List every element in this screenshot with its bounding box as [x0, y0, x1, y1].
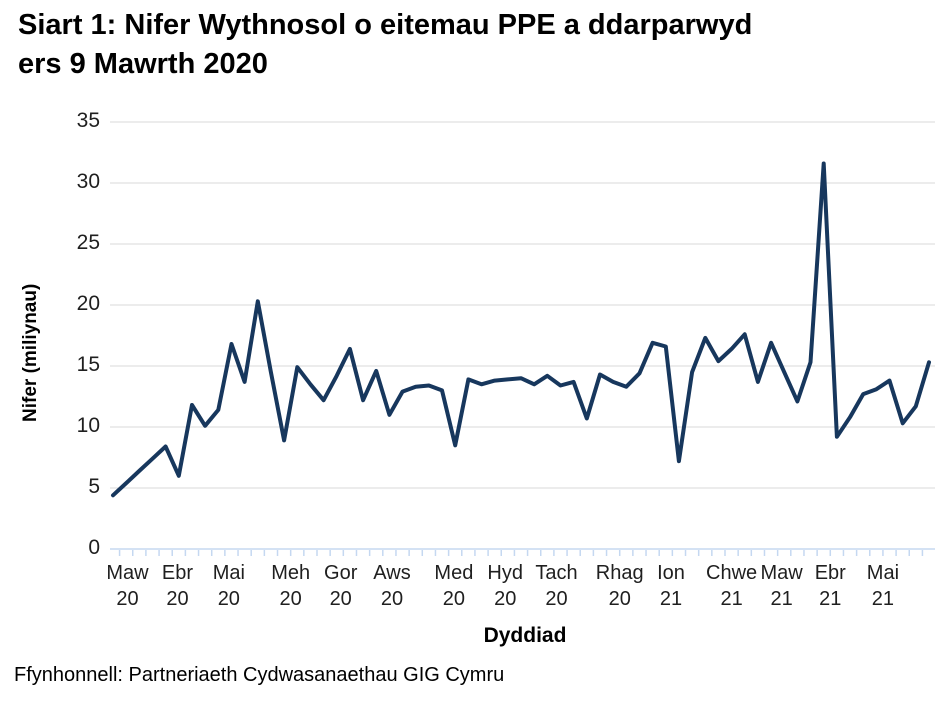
x-tick-year: 21 — [720, 588, 743, 610]
x-tick-month: Ebr — [814, 562, 846, 584]
x-tick-year: 21 — [871, 588, 895, 610]
y-tick-label: 10 — [76, 414, 100, 437]
y-tick-label: 0 — [88, 536, 100, 559]
x-tick-month: Meh — [271, 562, 311, 584]
x-tick-label: Maw 20 — [89, 560, 165, 612]
x-tick-year: 20 — [494, 588, 517, 610]
x-tick-month: Mai — [866, 562, 900, 584]
x-tick-month: Med — [434, 562, 474, 584]
x-tick-label: Chwe 21 — [694, 560, 770, 612]
data-series-line — [111, 161, 931, 498]
x-tick-month: Ebr — [161, 562, 194, 584]
x-tick-label: Med 20 — [416, 560, 492, 612]
x-tick-month: Hyd — [487, 562, 523, 584]
x-tick-month: Chwe — [706, 562, 758, 584]
x-tick-year: 20 — [442, 588, 465, 610]
x-tick-month: Tach — [535, 562, 578, 584]
source-note: Ffynhonnell: Partneriaeth Cydwasanaethau… — [14, 664, 505, 686]
x-tick-month: Rhag — [595, 562, 644, 584]
chart-title: Siart 1: Nifer Wythnosol o eitemau PPE a… — [18, 6, 752, 84]
chart-title-line2: ers 9 Mawrth 2020 — [18, 48, 268, 80]
x-tick-label: Mai 20 — [191, 560, 267, 612]
x-tick-year: 20 — [279, 588, 302, 610]
y-tick-label: 20 — [76, 292, 100, 315]
y-tick-label: 25 — [76, 231, 100, 254]
x-tick-year: 20 — [166, 588, 189, 610]
chart-title-line1: Siart 1: Nifer Wythnosol o eitemau PPE a… — [18, 9, 753, 41]
x-tick-year: 20 — [380, 588, 404, 610]
y-tick-label: 35 — [76, 109, 100, 132]
x-tick-label: Gor 20 — [303, 560, 379, 612]
x-tick-label: Meh 20 — [253, 560, 329, 612]
y-tick-label: 30 — [76, 170, 100, 193]
x-tick-month: Maw — [106, 562, 149, 584]
x-tick-year: 20 — [545, 588, 568, 610]
x-tick-year: 21 — [770, 588, 793, 610]
x-tick-year: 20 — [217, 588, 240, 610]
x-tick-month: Aws — [373, 562, 411, 584]
x-tick-label: Mai 21 — [845, 560, 921, 612]
x-tick-label: Ion 21 — [633, 560, 709, 612]
x-tick-year: 20 — [329, 588, 352, 610]
y-tick-label: 5 — [88, 475, 100, 498]
x-tick-year: 20 — [116, 588, 139, 610]
x-tick-label: Aws 20 — [354, 560, 430, 612]
y-tick-label: 15 — [76, 353, 100, 376]
x-tick-month: Ion — [657, 562, 685, 584]
x-tick-label: Ebr 20 — [139, 560, 215, 612]
x-tick-month: Maw — [760, 562, 803, 584]
x-tick-label: Maw 21 — [744, 560, 820, 612]
x-tick-year: 21 — [659, 588, 683, 610]
x-tick-year: 20 — [608, 588, 631, 610]
x-axis-title: Dyddiad — [483, 624, 567, 647]
x-tick-label: Tach 20 — [519, 560, 595, 612]
x-tick-label: Ebr 21 — [792, 560, 868, 612]
x-tick-month: Mai — [212, 562, 245, 584]
x-tick-year: 21 — [819, 588, 842, 610]
x-tick-label: Rhag 20 — [582, 560, 658, 612]
x-tick-label: Hyd 20 — [467, 560, 543, 612]
x-tick-month: Gor — [324, 562, 358, 584]
